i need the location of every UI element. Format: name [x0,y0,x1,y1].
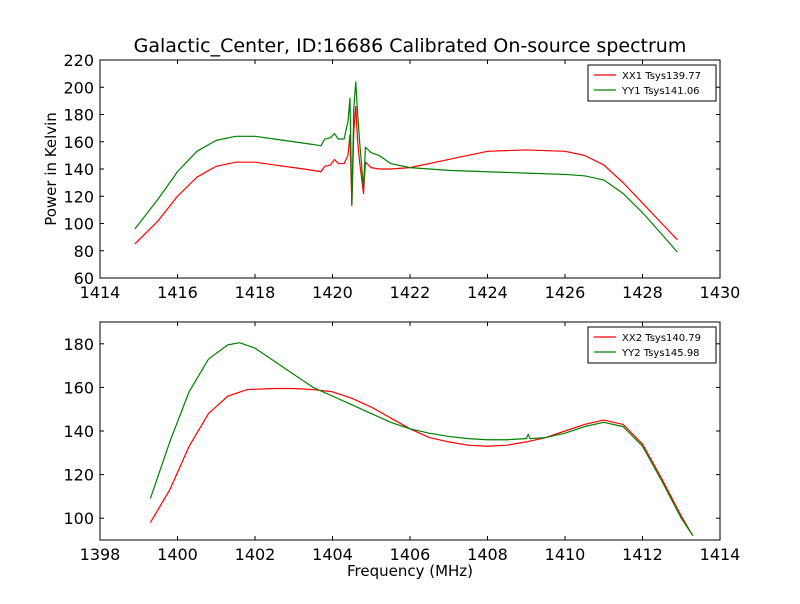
top-y-tick-label: 80 [74,242,94,261]
top-legend: XX1 Tsys139.77 YY1 Tsys141.06 [587,64,717,102]
top-legend-label-1: XX1 Tsys139.77 [622,71,701,82]
top-y-axis-title: Power in Kelvin [42,112,60,226]
top-x-tick-label: 1424 [467,283,508,302]
top-x-tick-label: 1414 [80,283,121,302]
top-x-tick-label: 1416 [157,283,198,302]
bottom-legend-label-2: YY2 Tsys145.98 [621,348,700,359]
top-y-tick-label: 140 [63,160,94,179]
bottom-y-tick-label: 160 [63,378,94,397]
top-y-tick-label: 160 [63,133,94,152]
bottom-x-tick-label: 1406 [390,545,431,564]
top-y-tick-label: 180 [63,106,94,125]
top-legend-label-2: YY1 Tsys141.06 [621,86,700,97]
top-x-tick-label: 1422 [390,283,431,302]
bottom-y-tick-label: 120 [63,466,94,485]
bottom-x-tick-label: 1412 [622,545,663,564]
bottom-x-tick-label: 1402 [235,545,276,564]
top-x-tick-label: 1426 [545,283,586,302]
top-x-tick-label: 1418 [235,283,276,302]
top-x-tick-label: 1428 [622,283,663,302]
bottom-y-tick-label: 140 [63,422,94,441]
bottom-x-tick-label: 1408 [467,545,508,564]
bottom-series-line-1 [149,387,694,536]
bottom-y-tick-label: 180 [63,335,94,354]
top-axes: 1414 1416 1418 1420 1422 1424 1426 1428 1430 60 80… [63,51,740,302]
bottom-x-tick-label: 1410 [545,545,586,564]
bottom-legend-box [587,326,717,364]
top-x-tick-label: 1430 [700,283,741,302]
top-y-tick-label: 120 [63,187,94,206]
chart-title: Galactic_Center, ID:16686 Calibrated On-… [134,35,687,57]
bottom-x-axis-title: Frequency (MHz) [347,562,473,580]
top-y-tick-label: 220 [63,51,94,70]
top-x-tick-label: 1420 [312,283,353,302]
bottom-legend-label-1: XX2 Tsys140.79 [622,333,701,344]
bottom-x-tick-label: 1398 [80,545,121,564]
top-y-tick-label: 200 [63,78,94,97]
bottom-x-tick-label: 1414 [700,545,741,564]
bottom-x-tick-label: 1404 [312,545,353,564]
bottom-legend: XX2 Tsys140.79 YY2 Tsys145.98 [587,326,717,364]
bottom-x-tick-label: 1400 [157,545,198,564]
top-series-line-2 [134,81,678,253]
bottom-axes: 1398 1400 1402 1404 1406 1408 1410 1412 1414 100 1… [63,321,741,564]
top-y-tick-label: 100 [63,215,94,234]
bottom-series-line-2 [149,342,694,536]
bottom-y-tick-label: 100 [63,509,94,528]
top-legend-box [587,64,717,102]
top-y-tick-label: 60 [74,269,94,288]
